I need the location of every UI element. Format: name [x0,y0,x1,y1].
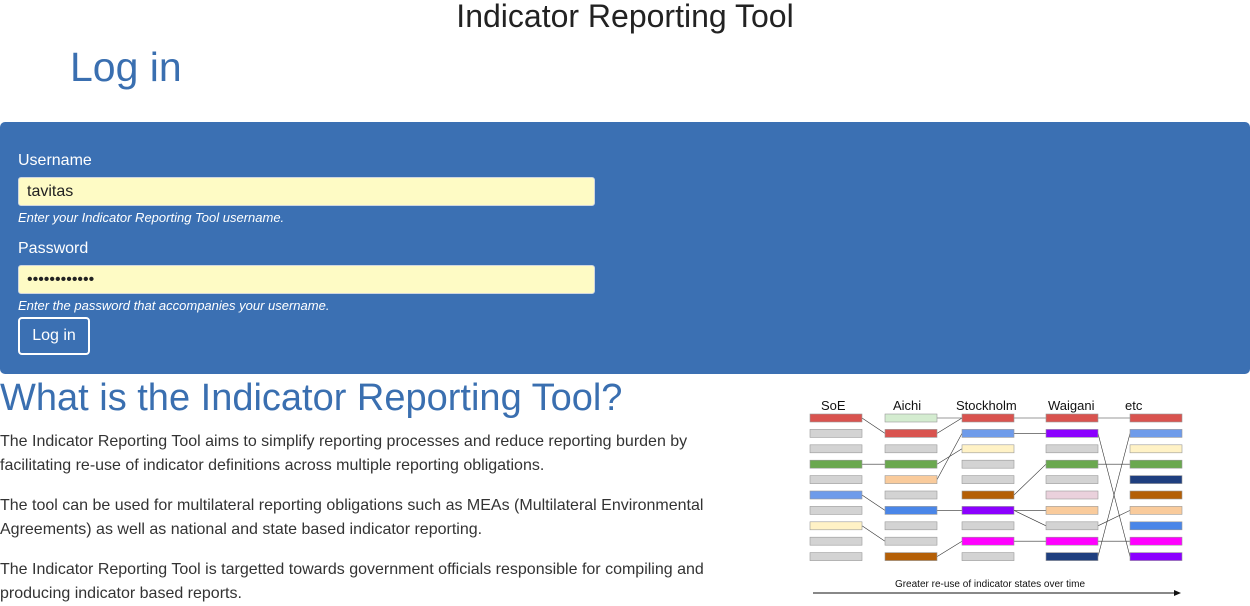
diagram-cell [1129,536,1183,546]
diagram-cell [809,490,863,500]
diagram-cell [961,475,1015,484]
diagram-col-label-aichi: Aichi [893,398,921,413]
login-button[interactable]: Log in [18,317,90,355]
diagram-cell [961,413,1015,423]
diagram-cell [1045,475,1099,484]
diagram-cell [884,413,938,423]
diagram-cell [809,475,863,484]
diagram-cell [1129,521,1183,531]
diagram-cell [884,521,938,531]
diagram-cell [1129,459,1183,469]
diagram-cell [1129,444,1183,454]
diagram-cell [1045,506,1099,515]
diagram-cell [961,459,1015,469]
diagram-links [861,417,1131,557]
info-paragraph-2: The tool can be used for multilateral re… [0,497,704,538]
diagram-cell [961,444,1015,454]
diagram-cell [1045,536,1099,546]
diagram-link [861,525,886,542]
diagram-cell [884,490,938,500]
diagram-cell [1129,429,1183,438]
info-heading: What is the Indicator Reporting Tool? [0,377,623,419]
diagram-link [1013,510,1047,527]
diagram-cell [1045,413,1099,423]
diagram-cell [961,429,1015,438]
username-input[interactable] [18,177,595,206]
arrow-head-icon [1174,590,1181,596]
diagram-cell [1129,552,1183,561]
diagram-cell [884,429,938,438]
diagram-cell [809,506,863,515]
diagram-cell [961,506,1015,515]
diagram-link [936,540,963,557]
diagram-link [936,417,963,434]
diagram-rows [809,413,1183,561]
diagram-cell [884,536,938,546]
diagram-cell [809,459,863,469]
diagram-cell [1045,444,1099,454]
diagram-col-label-waigani: Waigani [1048,398,1095,413]
diagram-caption: Greater re-use of indicator states over … [895,579,1086,590]
diagram-cell [1129,506,1183,515]
login-form-panel: Username Enter your Indicator Reporting … [0,122,1250,374]
diagram-col-label-stockholm: Stockholm [956,398,1017,413]
diagram-cell [961,490,1015,500]
password-help-text: Enter the password that accompanies your… [18,298,330,313]
indicator-reuse-diagram: SoE Aichi Stockholm Waigani etc Greater … [809,398,1183,596]
password-label: Password [18,240,89,257]
diagram-cell [1129,413,1183,423]
diagram-cell [1129,475,1183,484]
diagram-col-label-etc: etc [1125,398,1143,413]
diagram-cell [1045,552,1099,561]
password-input[interactable] [18,265,595,294]
diagram-link [1097,433,1131,557]
diagram-cell [884,459,938,469]
app-title: Indicator Reporting Tool [456,0,794,34]
diagram-cell [1129,490,1183,500]
diagram-link [1097,510,1131,527]
page-title: Log in [70,44,182,90]
username-label: Username [18,152,92,169]
diagram-link [936,433,963,480]
diagram-cell [809,552,863,561]
diagram-link [1013,463,1047,496]
diagram-cell [1045,521,1099,531]
diagram-cell [884,475,938,484]
diagram-cell [961,521,1015,531]
diagram-cell [809,413,863,423]
info-paragraph-3: The Indicator Reporting Tool is targette… [0,561,704,602]
diagram-cell [809,429,863,438]
diagram-link [861,494,886,511]
diagram-cell [884,444,938,454]
diagram-cell [961,536,1015,546]
diagram-cell [961,552,1015,561]
diagram-cell [1045,490,1099,500]
diagram-cell [809,444,863,454]
diagram-link [861,417,886,434]
diagram-col-label-soe: SoE [821,398,846,413]
diagram-cell [1045,459,1099,469]
info-paragraph-1: The Indicator Reporting Tool aims to sim… [0,433,688,474]
diagram-cell [884,552,938,561]
diagram-cell [1045,429,1099,438]
username-help-text: Enter your Indicator Reporting Tool user… [18,210,285,225]
diagram-cell [884,506,938,515]
diagram-cell [809,536,863,546]
diagram-cell [809,521,863,531]
